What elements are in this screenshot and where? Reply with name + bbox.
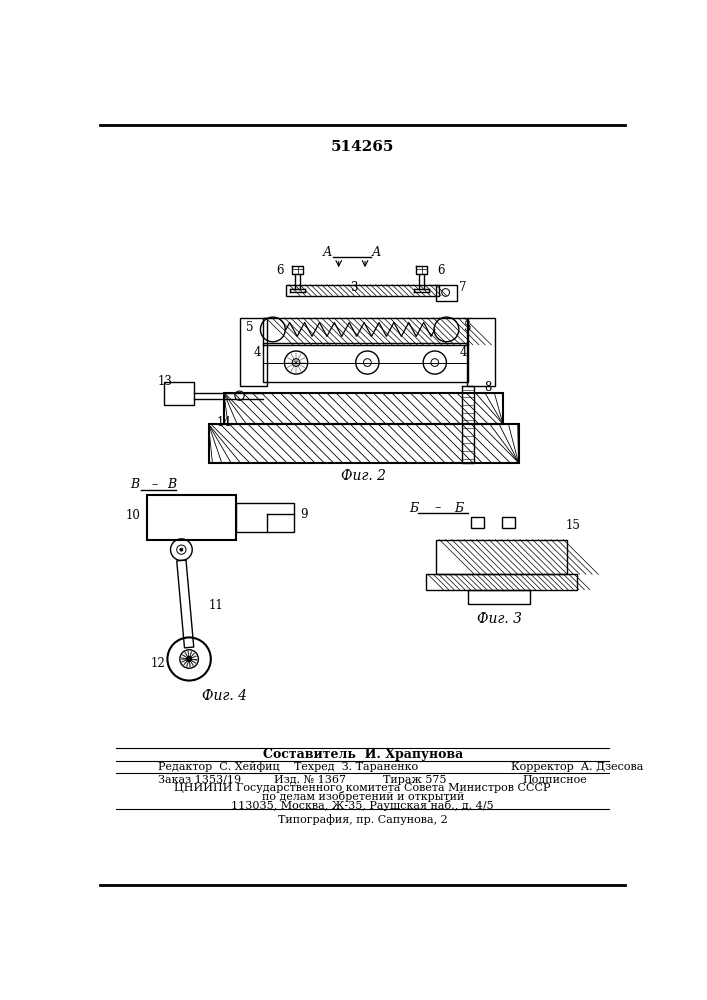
Bar <box>436 285 457 301</box>
Text: Редактор  С. Хейфиц: Редактор С. Хейфиц <box>158 761 280 772</box>
Text: 7: 7 <box>459 281 467 294</box>
Text: 8: 8 <box>484 381 492 394</box>
Bar <box>224 393 503 424</box>
Text: 4: 4 <box>460 346 467 359</box>
Text: Изд. № 1367: Изд. № 1367 <box>274 775 346 785</box>
Bar <box>436 540 567 574</box>
Bar <box>468 590 530 604</box>
Bar <box>146 495 235 540</box>
Text: Фиг. 3: Фиг. 3 <box>477 612 522 626</box>
Text: 5: 5 <box>246 321 253 334</box>
Text: 11: 11 <box>209 599 223 612</box>
Text: 6: 6 <box>276 264 284 277</box>
Text: Фиг. 2: Фиг. 2 <box>341 469 386 483</box>
Text: Б: Б <box>455 502 463 515</box>
Text: 113035, Москва, Ж-35, Раушская наб., д. 4/5: 113035, Москва, Ж-35, Раушская наб., д. … <box>231 800 494 811</box>
Text: 14: 14 <box>216 416 231 429</box>
Text: Техред  З. Тараненко: Техред З. Тараненко <box>293 762 418 772</box>
Text: А: А <box>322 246 332 259</box>
Text: А: А <box>372 246 381 259</box>
Bar <box>472 517 484 528</box>
Bar <box>263 318 468 345</box>
Bar <box>286 285 440 296</box>
Bar <box>426 574 577 590</box>
Circle shape <box>180 548 183 551</box>
Text: В: В <box>168 478 177 491</box>
Text: 514265: 514265 <box>331 140 395 154</box>
Text: Типография, пр. Сапунова, 2: Типография, пр. Сапунова, 2 <box>278 814 448 825</box>
Text: Фиг. 4: Фиг. 4 <box>201 689 247 703</box>
Bar <box>235 503 293 532</box>
Bar <box>164 382 194 405</box>
Text: Корректор  А. Дзесова: Корректор А. Дзесова <box>510 762 643 772</box>
Bar <box>467 318 495 386</box>
Text: по делам изобретений и открытий: по делам изобретений и открытий <box>262 791 464 802</box>
Text: 13: 13 <box>158 375 173 388</box>
Text: Заказ 1353/19: Заказ 1353/19 <box>158 775 241 785</box>
Text: –: – <box>434 502 440 515</box>
Text: Подписное: Подписное <box>522 775 587 785</box>
Text: 10: 10 <box>126 509 141 522</box>
Text: ЦНИИПИ Государственного комитета Совета Министров СССР: ЦНИИПИ Государственного комитета Совета … <box>175 783 551 793</box>
Text: Б: Б <box>409 502 419 515</box>
Text: Составитель  И. Храпунова: Составитель И. Храпунова <box>262 748 463 761</box>
Bar <box>209 424 518 463</box>
Text: 3: 3 <box>350 281 357 294</box>
Text: 4: 4 <box>254 346 261 359</box>
Text: 9: 9 <box>300 508 308 521</box>
Text: 5: 5 <box>464 321 471 334</box>
Text: В: В <box>130 478 139 491</box>
Bar <box>502 517 515 528</box>
Text: 6: 6 <box>437 264 445 277</box>
Bar <box>263 343 468 382</box>
Bar <box>240 318 267 386</box>
Text: Тираж 575: Тираж 575 <box>383 775 446 785</box>
Text: 15: 15 <box>566 519 580 532</box>
Text: 12: 12 <box>151 657 165 670</box>
Circle shape <box>187 657 192 661</box>
Text: –: – <box>151 478 158 491</box>
